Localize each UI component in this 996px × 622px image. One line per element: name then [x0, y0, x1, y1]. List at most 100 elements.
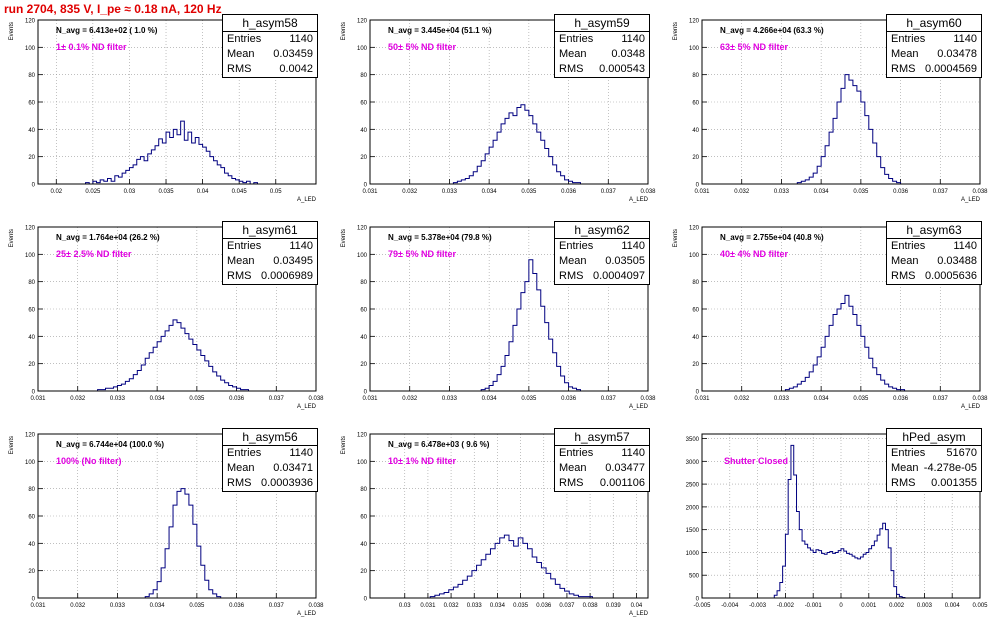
filter-label: Shutter Closed	[724, 456, 789, 466]
y-tick-label: 80	[692, 73, 699, 79]
x-tick-label: -0.004	[721, 603, 739, 609]
y-tick-label: 80	[28, 487, 35, 493]
n-avg-label: N_avg = 3.445e+04 (51.1 %)	[388, 26, 492, 35]
x-tick-label: 0.034	[150, 396, 166, 402]
x-tick-label: 0.036	[561, 396, 577, 402]
x-tick-label: 0.031	[694, 189, 710, 195]
hist-name: h_asym61	[223, 222, 317, 239]
entries-value: 1140	[953, 33, 977, 45]
x-tick-label: 0.037	[933, 189, 949, 195]
y-tick-label: 120	[357, 226, 368, 232]
mean-value: 0.03478	[937, 48, 977, 60]
y-axis-label: Events	[9, 22, 15, 40]
filter-label: 10± 1% ND filter	[388, 456, 456, 466]
x-tick-label: 0.035	[853, 189, 869, 195]
x-axis-label: A_LED	[629, 197, 649, 203]
y-tick-label: 100	[357, 460, 368, 466]
y-tick-label: 40	[692, 335, 699, 341]
plot-frame	[369, 226, 649, 392]
x-tick-label: 0.03	[124, 189, 136, 195]
y-tick-label: 1500	[686, 528, 700, 534]
y-tick-label: 60	[360, 308, 367, 314]
histogram-line-hPed_asym	[773, 444, 906, 599]
x-tick-label: 0.035	[189, 603, 205, 609]
x-tick-label: 0.038	[583, 603, 599, 609]
x-tick-label: 0.031	[694, 396, 710, 402]
y-tick-label: 40	[360, 128, 367, 134]
y-tick-label: 100	[357, 46, 368, 52]
plot-frame	[701, 226, 981, 392]
mean-value: 0.03505	[605, 255, 645, 267]
rms-value: 0.0004569	[925, 63, 977, 75]
x-tick-label: 0.034	[490, 603, 506, 609]
rms-value: 0.0003936	[261, 477, 313, 489]
rms-label: RMS	[227, 477, 252, 489]
y-tick-label: 100	[689, 253, 700, 259]
y-tick-label: 3000	[686, 460, 700, 466]
x-tick-label: 0.031	[30, 603, 46, 609]
x-tick-label: 0.04	[631, 603, 643, 609]
x-tick-label: 0.033	[110, 396, 126, 402]
hist-name: hPed_asym	[887, 429, 981, 446]
plot-frame	[701, 19, 981, 185]
y-tick-label: 20	[692, 155, 699, 161]
filter-label: 1± 0.1% ND filter	[56, 42, 127, 52]
y-tick-label: 60	[28, 101, 35, 107]
x-tick-label: 0.036	[536, 603, 552, 609]
stats-box: h_asym58 Entries 1140 Mean 0.03459 RMS 0.0042	[222, 14, 318, 78]
x-tick-label: 0.002	[889, 603, 905, 609]
y-tick-label: 2500	[686, 483, 700, 489]
x-axis-label: A_LED	[961, 197, 981, 203]
y-tick-label: 100	[689, 46, 700, 52]
mean-label: Mean	[227, 255, 255, 267]
plot-frame	[37, 226, 317, 392]
y-tick-label: 40	[692, 128, 699, 134]
n-avg-label: N_avg = 5.378e+04 (79.8 %)	[388, 233, 492, 242]
rms-value: 0.0006989	[261, 270, 313, 282]
x-tick-label: 0.025	[85, 189, 101, 195]
filter-label: 63± 5% ND filter	[720, 42, 788, 52]
rms-label: RMS	[559, 477, 584, 489]
filter-label: 100% (No filter)	[56, 456, 122, 466]
x-tick-label: 0.033	[110, 603, 126, 609]
y-axis-label: Events	[673, 22, 679, 40]
y-tick-label: 0	[32, 183, 36, 189]
histogram-line-h_asym56	[144, 488, 222, 598]
y-tick-label: 0	[32, 597, 36, 603]
entries-value: 1140	[621, 240, 645, 252]
stats-box: h_asym61 Entries 1140 Mean 0.03495 RMS 0.00069…	[222, 221, 318, 285]
x-tick-label: 0.031	[362, 189, 378, 195]
histogram-line-h_asym63	[784, 294, 906, 391]
hist-name: h_asym57	[555, 429, 649, 446]
x-tick-label: -0.001	[805, 603, 823, 609]
entries-label: Entries	[559, 33, 594, 45]
hist-name: h_asym60	[887, 15, 981, 32]
y-tick-label: 20	[28, 155, 35, 161]
x-tick-label: 0.035	[159, 189, 175, 195]
x-tick-label: 0.034	[814, 396, 830, 402]
plot-frame	[37, 19, 317, 185]
y-tick-label: 20	[28, 569, 35, 575]
rms-label: RMS	[559, 270, 584, 282]
x-tick-label: 0.032	[70, 396, 86, 402]
x-tick-label: 0.037	[269, 603, 285, 609]
y-tick-label: 60	[692, 101, 699, 107]
y-tick-label: 60	[28, 515, 35, 521]
y-tick-label: 80	[360, 487, 367, 493]
y-tick-label: 1000	[686, 551, 700, 557]
hist-svg: 0 500 1000 1500 2000 2500 3000 3500 -0.005 -0.004…	[686, 433, 988, 609]
x-axis-label: A_LED	[629, 611, 649, 617]
stats-box: h_asym59 Entries 1140 Mean 0.0348 RMS 0.000543	[554, 14, 650, 78]
entries-label: Entries	[227, 447, 262, 459]
mean-label: Mean	[227, 462, 255, 474]
x-tick-label: 0.038	[308, 396, 324, 402]
y-tick-label: 20	[692, 362, 699, 368]
hist-pad-h_asym60: 0 20 40 60 80 100 120 0.031 0.032 0.033 0.034 0.035…	[664, 0, 996, 207]
plot-frame	[369, 19, 649, 185]
y-tick-label: 0	[364, 597, 368, 603]
rms-value: 0.001355	[931, 477, 977, 489]
entries-label: Entries	[227, 33, 262, 45]
x-tick-label: 0.005	[972, 603, 988, 609]
x-tick-label: 0.038	[308, 603, 324, 609]
entries-value: 1140	[289, 240, 313, 252]
